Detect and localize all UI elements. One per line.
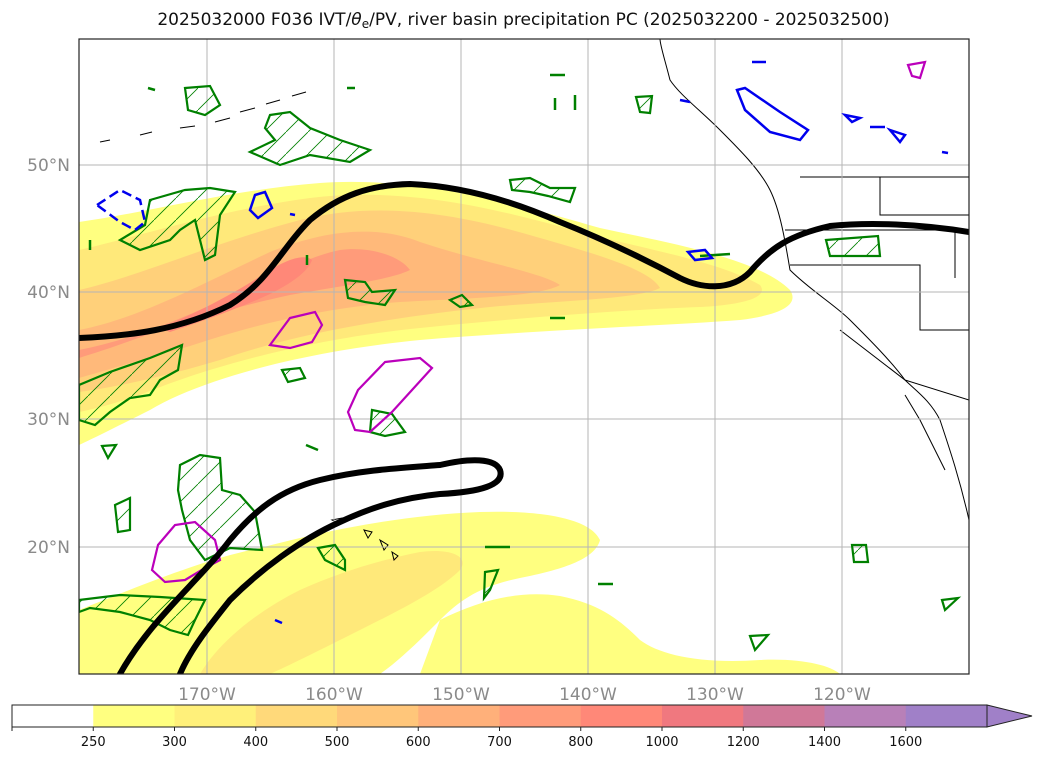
colorbar-segment bbox=[418, 705, 500, 727]
lon-tick-170w: 170°W bbox=[178, 685, 236, 705]
magenta-contour-4 bbox=[906, 60, 927, 80]
colorbar-tick-label: 1400 bbox=[808, 735, 841, 750]
colorbar-segment bbox=[905, 705, 988, 727]
green-precip-contours bbox=[79, 84, 962, 653]
colorbar-tick-label: 500 bbox=[325, 735, 350, 750]
north-america bbox=[659, 39, 969, 521]
green-contour-19 bbox=[482, 568, 500, 602]
green-contour-1 bbox=[183, 84, 222, 117]
colorbar-segment bbox=[174, 705, 257, 727]
green-contour-8 bbox=[79, 343, 184, 427]
colorbar-segment bbox=[499, 705, 582, 727]
lon-tick-160w: 160°W bbox=[305, 685, 363, 705]
ivt-band-east-250 bbox=[420, 594, 840, 674]
colorbar-segment bbox=[255, 705, 338, 727]
green-contour-3 bbox=[117, 186, 237, 262]
map-title: 2025032000 F036 IVT/θe/PV, river basin p… bbox=[157, 10, 890, 31]
colorbar-tick-label: 800 bbox=[568, 735, 593, 750]
blue-contour-11 bbox=[289, 212, 296, 217]
colorbar-tick-label: 1600 bbox=[889, 735, 922, 750]
green-contour-12 bbox=[113, 496, 132, 534]
green-contour-20 bbox=[100, 443, 119, 461]
plot-frame bbox=[78, 38, 970, 675]
lat-tick-30n: 30°N bbox=[27, 410, 70, 430]
green-dash-9 bbox=[305, 443, 319, 452]
baja bbox=[904, 394, 946, 471]
green-contour-11 bbox=[176, 453, 264, 562]
lat-tick-40n: 40°N bbox=[27, 283, 70, 303]
lon-tick-labels: 170°W 160°W 150°W 140°W 130°W 120°W bbox=[178, 685, 871, 705]
ivt-band-south-300 bbox=[200, 550, 463, 674]
blue-contour-9 bbox=[941, 150, 949, 155]
colorbar-tick-label: 300 bbox=[162, 735, 187, 750]
lon-tick-150w: 150°W bbox=[432, 685, 490, 705]
colorbar-segment bbox=[93, 705, 175, 727]
blue-contour-7 bbox=[679, 98, 691, 104]
magenta-contour-1 bbox=[268, 310, 324, 350]
colorbar-tick-label: 700 bbox=[487, 735, 512, 750]
green-contour-16 bbox=[940, 596, 962, 613]
green-precip-small bbox=[88, 73, 731, 586]
colorbar-segment bbox=[12, 705, 94, 727]
aleutians bbox=[99, 91, 307, 143]
green-dash-12 bbox=[699, 252, 731, 258]
green-contour-14 bbox=[316, 543, 347, 572]
green-contour-6 bbox=[447, 293, 475, 309]
blue-precip-contours bbox=[94, 60, 949, 625]
pv-contour-north bbox=[79, 180, 969, 341]
colorbar-tick-label: 600 bbox=[406, 735, 431, 750]
magenta-precip-contours bbox=[150, 60, 927, 584]
blue-contour-10 bbox=[274, 618, 283, 625]
colorbar-segment bbox=[743, 705, 825, 727]
colorbar-segment bbox=[662, 705, 744, 727]
colorbar-tick-label: 400 bbox=[243, 735, 268, 750]
green-contour-7 bbox=[824, 234, 882, 258]
blue-contour-3 bbox=[841, 112, 864, 124]
colorbar-segment bbox=[824, 705, 907, 727]
colorbar-tick-label: 1000 bbox=[645, 735, 678, 750]
green-contour-10 bbox=[280, 366, 307, 384]
blue-contour-2 bbox=[735, 86, 810, 142]
lon-tick-120w: 120°W bbox=[813, 685, 871, 705]
state-border-4 bbox=[839, 329, 969, 401]
lat-tick-20n: 20°N bbox=[27, 538, 70, 558]
magenta-contour-2 bbox=[346, 356, 434, 434]
green-contour-4 bbox=[508, 176, 577, 204]
green-contour-2 bbox=[247, 110, 373, 167]
state-border-3 bbox=[790, 264, 969, 331]
green-contour-18 bbox=[634, 94, 654, 115]
green-contour-9 bbox=[368, 408, 407, 438]
lat-tick-labels: 50°N 40°N 30°N 20°N bbox=[27, 156, 70, 558]
pv-contours bbox=[79, 180, 969, 674]
green-contour-5 bbox=[343, 278, 398, 307]
colorbar-segment bbox=[337, 705, 419, 727]
green-contour-17 bbox=[748, 633, 771, 653]
colorbar: 250 300 400 500 600 700 800 1000 1200 1400 1600 bbox=[11, 704, 1033, 750]
lon-tick-140w: 140°W bbox=[559, 685, 617, 705]
pv-contour-south-upper bbox=[117, 457, 504, 674]
green-contour-15 bbox=[850, 543, 870, 564]
colorbar-tick-label: 250 bbox=[81, 735, 106, 750]
state-border-1 bbox=[879, 177, 969, 216]
colorbar-tick-label: 1200 bbox=[727, 735, 760, 750]
blue-contour-1 bbox=[248, 190, 274, 220]
colorbar-extend-arrow bbox=[986, 704, 1033, 728]
ivt-band-500 bbox=[79, 231, 560, 378]
green-dash-11 bbox=[147, 86, 156, 92]
ivt-band-800 bbox=[160, 257, 312, 332]
lat-tick-50n: 50°N bbox=[27, 156, 70, 176]
lon-tick-130w: 130°W bbox=[686, 685, 744, 705]
colorbar-segment bbox=[580, 705, 663, 727]
blue-contour-5 bbox=[886, 127, 908, 145]
blue-contour-8 bbox=[685, 248, 715, 262]
